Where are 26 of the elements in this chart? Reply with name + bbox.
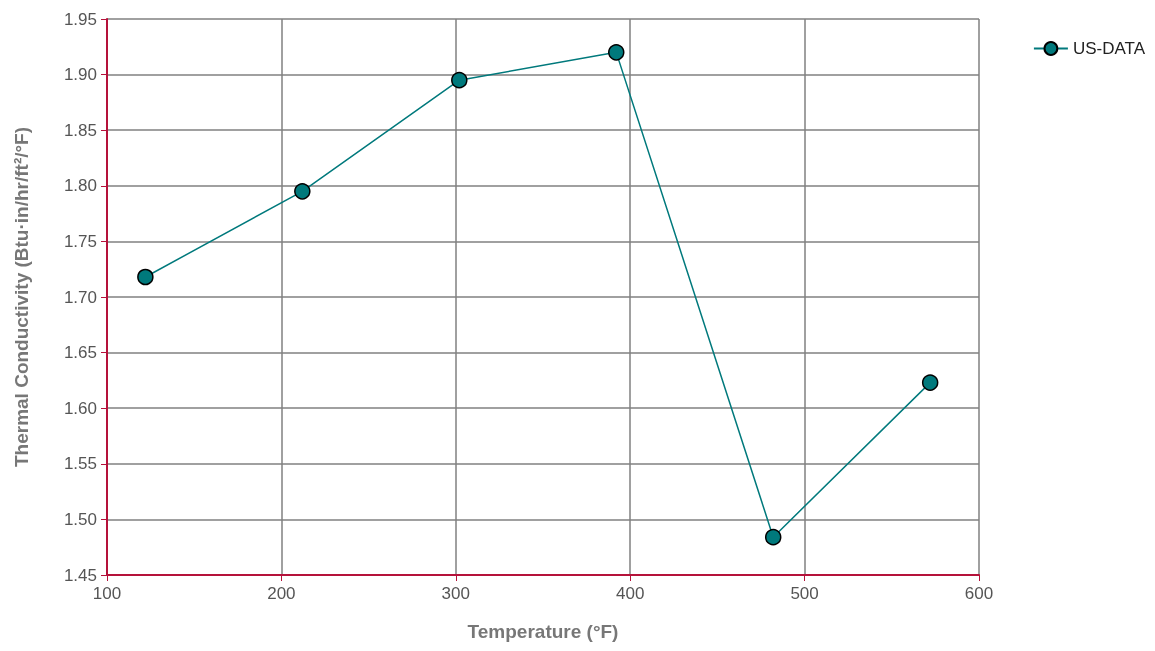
point (608, 44, 625, 61)
y-axis-title: Thermal Conductivity (Btu·in/hr/ft²/°F) (11, 126, 32, 468)
y-tick-label: 1.50 (63, 509, 97, 529)
y-tick-label: 1.45 (63, 565, 97, 585)
legend-label: US-DATA (1072, 39, 1146, 58)
x-tick-label: 400 (616, 584, 645, 603)
y-tick-label: 1.80 (63, 176, 97, 196)
point (921, 374, 939, 391)
x-tick-label: 600 (964, 584, 994, 603)
y-tick-label: 1.65 (63, 343, 97, 363)
x-tick-label: 300 (441, 584, 470, 603)
y-tick-label: 1.75 (63, 231, 97, 251)
y-tick-label: 1.60 (63, 398, 97, 418)
x-tick-label: 500 (790, 584, 819, 603)
y-tick-label: 1.95 (63, 9, 97, 29)
y-tick-label: 1.90 (63, 65, 97, 85)
y-tick-label: 1.70 (63, 287, 97, 307)
point (764, 528, 782, 546)
point (137, 268, 154, 286)
y-tick-label: 1.55 (63, 454, 97, 474)
point (451, 71, 468, 89)
point (294, 183, 311, 200)
x-tick-label: 100 (92, 584, 122, 603)
x-tick-label: 200 (267, 584, 296, 603)
y-tick-label: 1.85 (63, 120, 97, 140)
x-axis-title: Temperature (°F) (467, 621, 619, 642)
